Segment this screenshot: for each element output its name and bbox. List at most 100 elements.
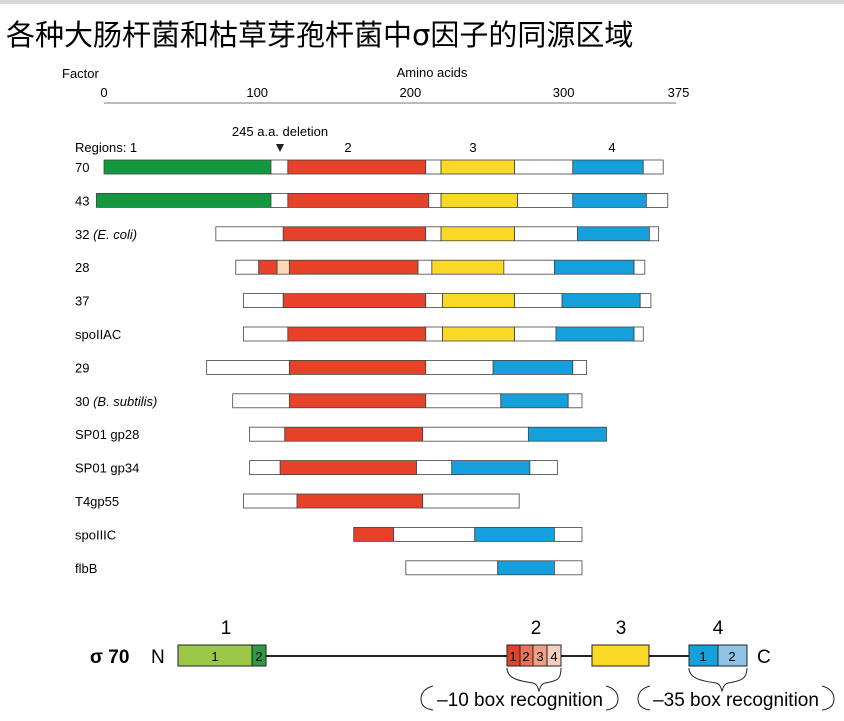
region-label-4: 4: [608, 140, 615, 155]
factor-segment-yellow: [440, 192, 519, 208]
factor-segment-white: [422, 426, 529, 442]
brace-region-2: [506, 667, 562, 693]
axis-tick-label: 200: [400, 85, 422, 100]
factor-row: 29: [75, 359, 587, 375]
axis-tick-label: 300: [553, 85, 575, 100]
factor-row: 70: [75, 159, 664, 175]
factor-segment-red: [284, 426, 424, 442]
factor-segment-white: [514, 226, 578, 242]
factor-name: SP01 gp28: [75, 427, 139, 442]
factor-segment-red: [353, 527, 394, 542]
factor-segment-yellow: [440, 226, 515, 242]
factor-segment-red: [288, 393, 427, 409]
factor-segment-white: [554, 560, 583, 576]
sigma-box-1-2: [251, 644, 267, 667]
sigma-box-label: 2: [728, 649, 735, 664]
factor-segment-white: [639, 293, 652, 309]
factor-segment-blue: [555, 326, 635, 342]
factor-segment-blue: [572, 192, 647, 208]
factor-segment-blue: [474, 527, 555, 542]
factor-row: flbB: [75, 560, 583, 576]
factor-segment-white: [243, 293, 284, 309]
factor-segment-red: [287, 326, 427, 342]
factor-name: flbB: [75, 561, 97, 576]
factor-row: 28: [75, 259, 646, 275]
axis-tick-label: 375: [668, 85, 690, 100]
factor-segment-white: [425, 326, 443, 342]
factor-segment-blue: [572, 159, 644, 175]
factor-segment-white: [232, 393, 290, 409]
factor-segment-white: [648, 226, 659, 242]
axis-ticks: 0 100 200 300 375: [100, 85, 689, 100]
deletion-arrow: [276, 144, 284, 152]
top-border: [0, 0, 844, 4]
factor-name: 28: [75, 260, 89, 275]
factor-segment-white: [270, 159, 289, 175]
factor-row: 37: [75, 293, 652, 309]
axis-tick-label: 0: [100, 85, 107, 100]
factor-segment-blue: [576, 226, 650, 242]
sigma-box-4-2: [717, 644, 748, 667]
factor-row: SP01 gp28: [75, 426, 607, 442]
factor-segment-white: [243, 326, 289, 342]
sigma70-label: σ 70: [90, 647, 129, 668]
factor-name: 43: [75, 193, 89, 208]
sigma-box-label: 1: [211, 649, 218, 664]
factor-segment-white: [416, 460, 453, 476]
sigma-region-4-label: 4: [713, 618, 724, 639]
factor-row: T4gp55: [75, 493, 520, 509]
factor-segment-white: [529, 460, 558, 476]
factor-segment-blue: [492, 359, 574, 375]
factor-segment-white: [554, 527, 583, 542]
factor-row: SP01 gp34: [75, 460, 558, 476]
region-label-3: 3: [469, 140, 476, 155]
factor-segment-yellow: [431, 259, 505, 275]
axis-tick-label: 100: [246, 85, 268, 100]
factor-segment-white: [514, 159, 574, 175]
factor-name: 29: [75, 360, 89, 375]
n-terminus-label: N: [151, 647, 165, 668]
factor-name: spoIIAC: [75, 327, 121, 342]
factor-segment-white: [405, 560, 499, 576]
factor-segment-blue: [497, 560, 555, 576]
factor-segment-red: [282, 293, 427, 309]
factor-segment-white: [425, 226, 442, 242]
factor-segment-blue: [451, 460, 531, 476]
factor-segment-red: [282, 226, 427, 242]
factor-segment-white: [642, 159, 664, 175]
bracket-left: [637, 685, 651, 711]
factor-segment-red: [287, 159, 427, 175]
factor-segment-yellow: [442, 293, 515, 309]
factor-segment-white: [249, 426, 286, 442]
sigma70-schematic: 1 2 3 4 σ 70 N C 1 2 1 2 3 4 1 2 –10 box…: [90, 618, 835, 711]
slide-title: 各种大肠杆菌和枯草芽孢杆菌中σ因子的同源区域: [6, 18, 634, 52]
sigma-region-2-label: 2: [531, 618, 542, 639]
factor-row: spoIIIC: [75, 527, 583, 542]
minus10-recognition-label: –10 box recognition: [437, 690, 603, 711]
factor-segment-white: [417, 259, 433, 275]
factor-segment-blue: [500, 393, 569, 409]
factor-segment-red: [296, 493, 424, 509]
sigma-region-3-label: 3: [616, 618, 627, 639]
factor-segment-white: [422, 493, 520, 509]
factor-name: 30 (B. subtilis): [75, 394, 157, 409]
factor-segment-white: [215, 226, 284, 242]
factor-segment-red: [258, 259, 278, 275]
factor-segment-white: [633, 259, 646, 275]
factor-segment-white: [567, 393, 583, 409]
brace-region-4: [688, 667, 748, 693]
factor-segment-white: [206, 359, 290, 375]
sigma-box-label: 4: [550, 649, 557, 664]
factor-name: T4gp55: [75, 494, 119, 509]
sigma-box-3: [591, 644, 650, 667]
factor-segment-red: [288, 359, 427, 375]
factor-segment-yellow: [442, 326, 515, 342]
factor-segment-white: [393, 527, 476, 542]
factor-segment-yellow: [440, 159, 515, 175]
bracket-left: [420, 685, 434, 711]
bracket-right: [821, 685, 835, 711]
deletion-label: 245 a.a. deletion: [232, 124, 328, 139]
factor-segment-white: [514, 293, 563, 309]
factor-segment-green: [95, 192, 272, 208]
